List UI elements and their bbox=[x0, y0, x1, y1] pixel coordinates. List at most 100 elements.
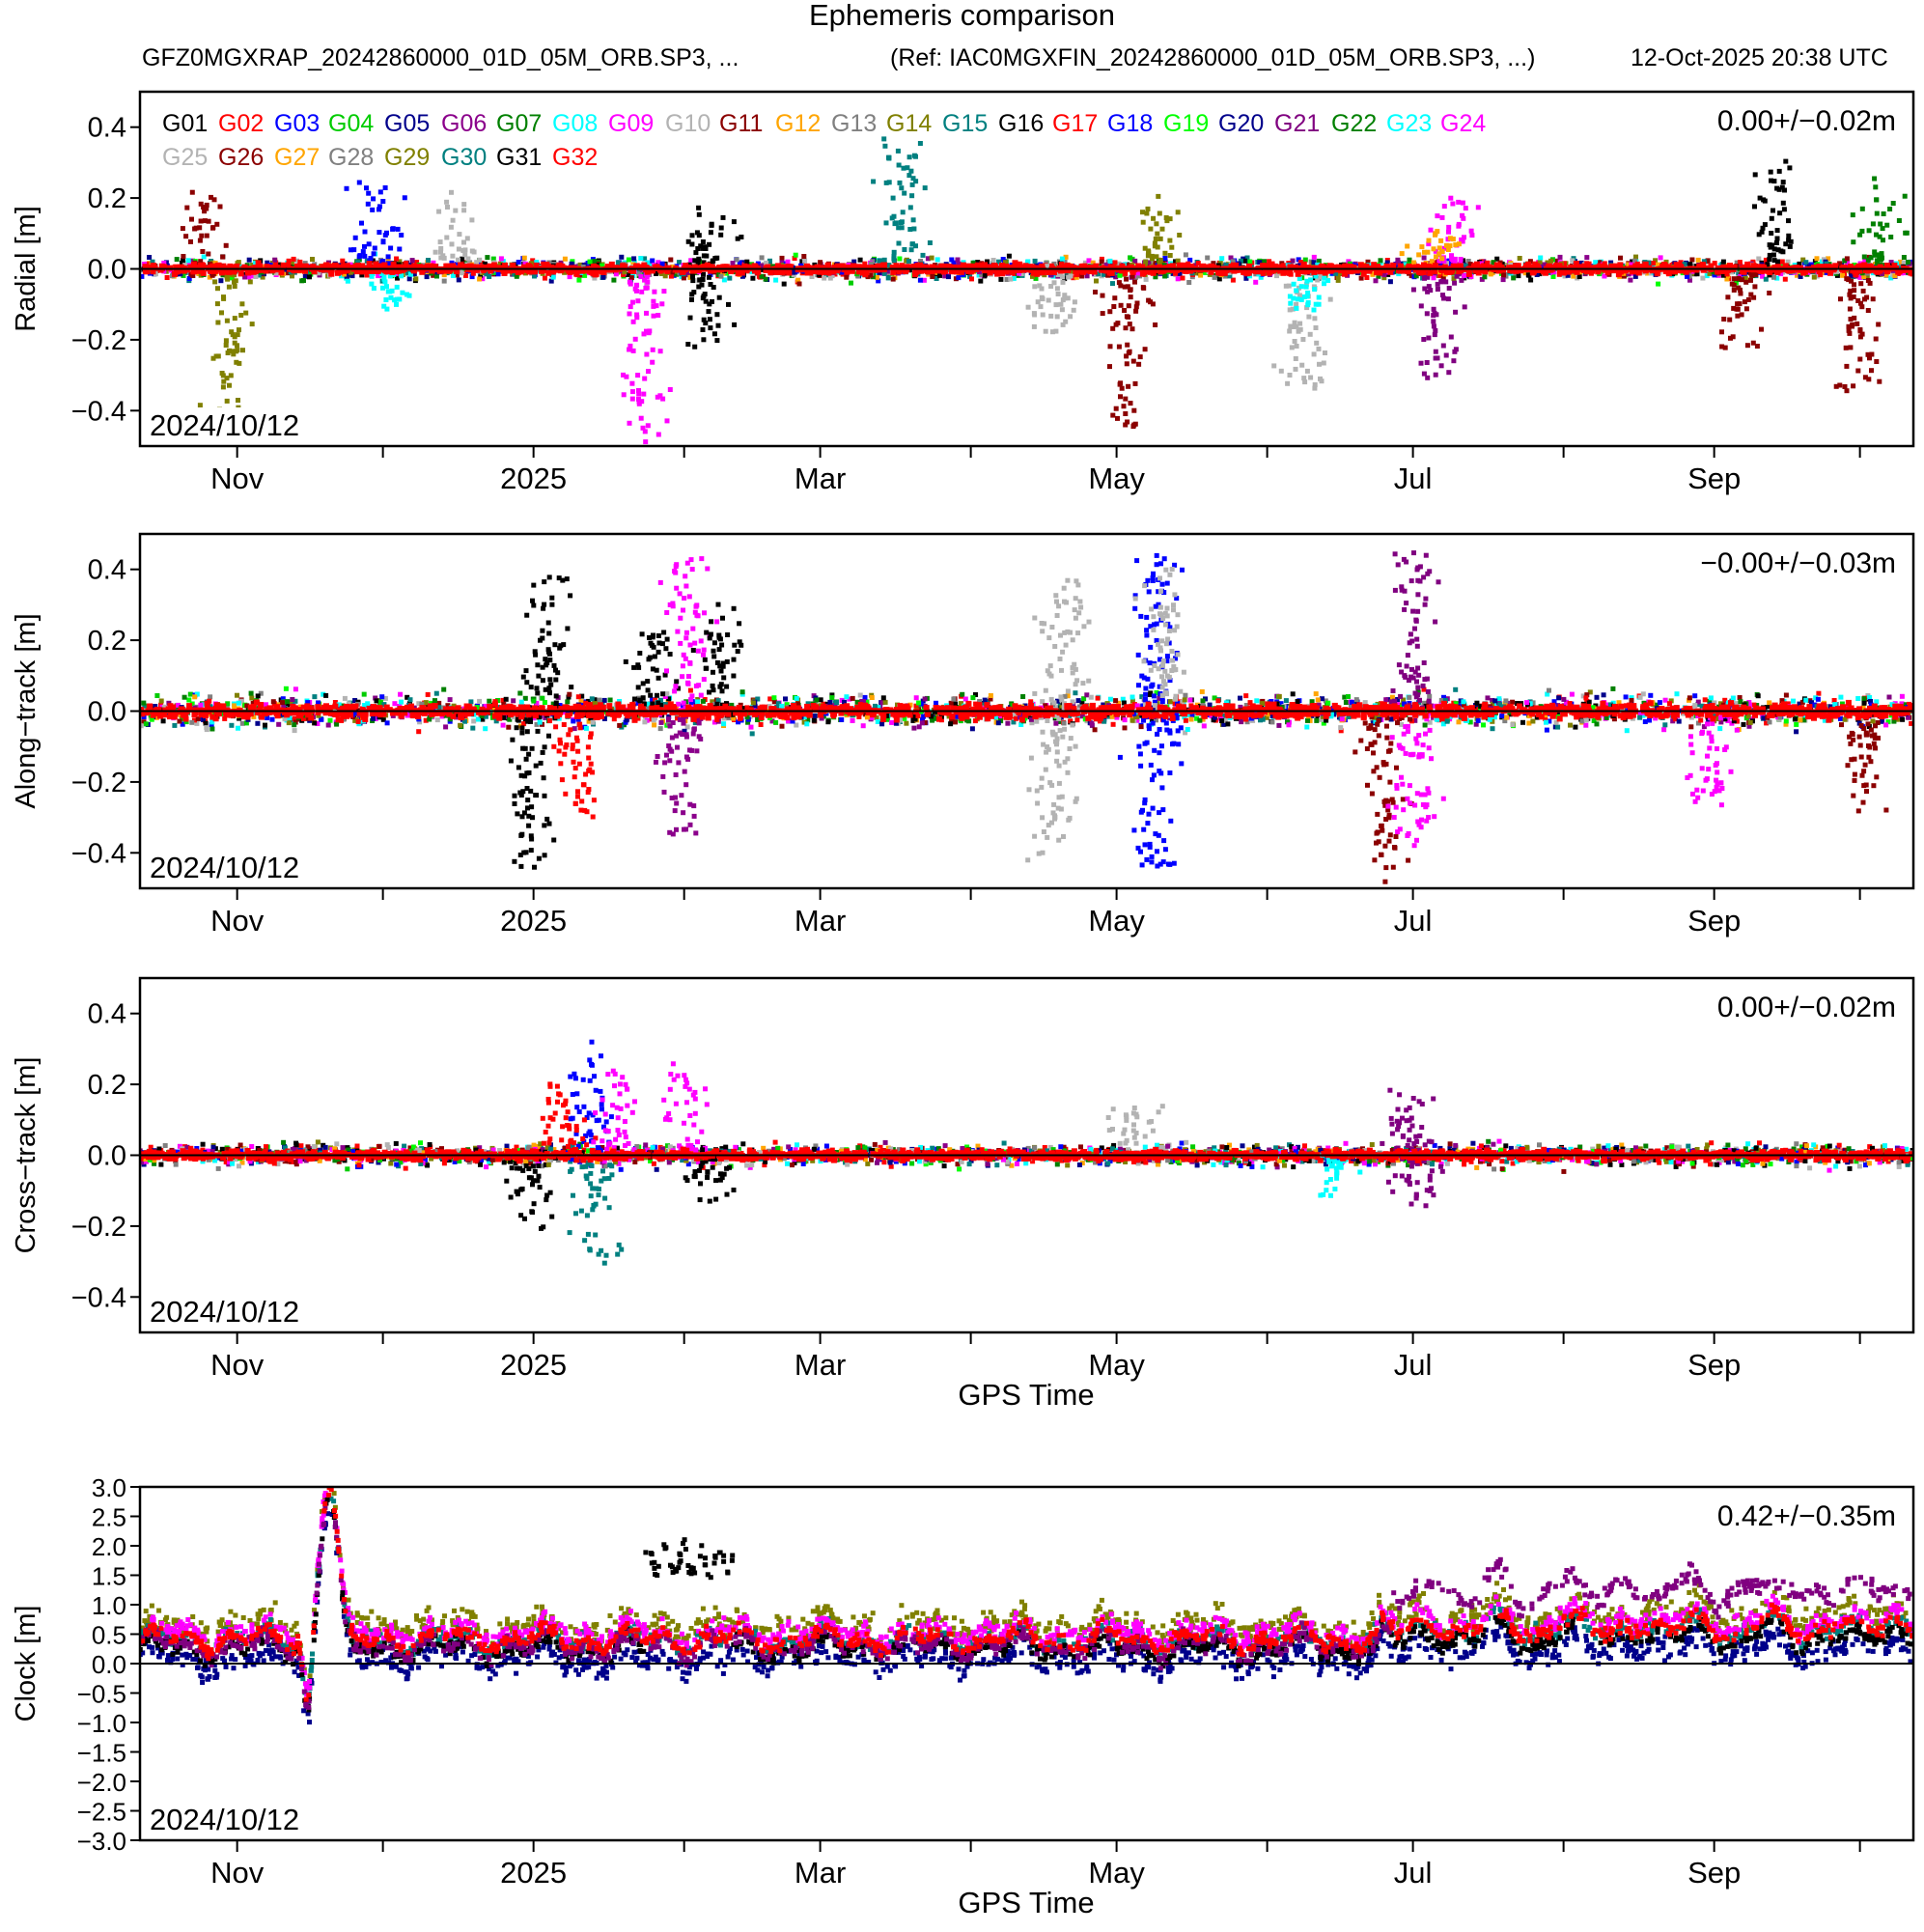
scatter-point bbox=[1798, 274, 1803, 279]
event-point bbox=[1731, 305, 1737, 311]
g32-point bbox=[1017, 261, 1023, 267]
event-point bbox=[689, 292, 695, 297]
event-point bbox=[700, 295, 706, 301]
scatter-point bbox=[592, 275, 598, 281]
scatter-point bbox=[463, 273, 468, 278]
scatter-point bbox=[1651, 261, 1656, 266]
g32-point bbox=[845, 264, 851, 270]
event-point bbox=[701, 271, 706, 277]
event-point bbox=[230, 349, 236, 354]
event-point bbox=[891, 258, 897, 264]
event-point bbox=[1459, 237, 1464, 242]
event-point bbox=[1852, 282, 1856, 288]
event-point bbox=[1298, 284, 1304, 290]
scatter-point bbox=[290, 273, 294, 279]
g32-point bbox=[211, 265, 218, 271]
event-point bbox=[383, 297, 389, 302]
scatter-point bbox=[951, 260, 957, 266]
g32-point bbox=[1128, 264, 1134, 270]
scatter-point bbox=[1849, 272, 1854, 278]
scatter-point bbox=[791, 272, 796, 278]
scatter-point bbox=[577, 262, 583, 267]
event-point bbox=[1874, 262, 1880, 267]
event-point bbox=[1454, 273, 1460, 279]
scatter-point bbox=[147, 255, 153, 260]
scatter-point bbox=[1408, 273, 1414, 279]
event-point bbox=[1399, 251, 1405, 257]
g32-point bbox=[1139, 264, 1146, 270]
event-point bbox=[204, 206, 209, 211]
event-point bbox=[366, 190, 372, 196]
event-point bbox=[1880, 226, 1885, 232]
event-point bbox=[905, 165, 910, 171]
scatter-point bbox=[469, 274, 475, 280]
event-point bbox=[1118, 283, 1124, 289]
scatter-point bbox=[1175, 276, 1181, 282]
event-point bbox=[650, 347, 655, 352]
g32-point bbox=[310, 264, 317, 270]
g32-point bbox=[1895, 268, 1902, 275]
scatter-point bbox=[550, 274, 556, 280]
event-point bbox=[249, 322, 255, 327]
scatter-point bbox=[1689, 257, 1695, 263]
scatter-point bbox=[460, 256, 465, 262]
g32-point bbox=[1482, 268, 1489, 275]
event-point bbox=[1122, 308, 1128, 313]
event-point bbox=[1781, 207, 1787, 212]
event-point bbox=[891, 254, 897, 259]
scatter-point bbox=[868, 272, 874, 278]
g32-point bbox=[381, 262, 388, 268]
scatter-point bbox=[1795, 272, 1799, 278]
g32-point bbox=[1816, 267, 1823, 274]
event-point bbox=[1140, 210, 1145, 215]
scatter-point bbox=[982, 272, 988, 278]
event-point bbox=[655, 432, 661, 437]
scatter-point bbox=[849, 280, 853, 286]
g32-point bbox=[1452, 265, 1458, 271]
scatter-point bbox=[242, 271, 248, 277]
scatter-point bbox=[1633, 254, 1638, 260]
event-point bbox=[382, 185, 388, 190]
event-point bbox=[1124, 314, 1129, 320]
reference-label: (Ref: IAC0MGXFIN_20242860000_01D_05M_ORB… bbox=[890, 44, 1535, 71]
g32-point bbox=[1374, 269, 1380, 276]
g32-point bbox=[1063, 264, 1070, 270]
event-point bbox=[348, 247, 353, 253]
g32-point bbox=[252, 265, 259, 270]
g32-point bbox=[237, 270, 244, 277]
scatter-point bbox=[180, 260, 184, 266]
g32-point bbox=[403, 265, 409, 271]
g32-point bbox=[1821, 264, 1827, 270]
scatter-point bbox=[1537, 271, 1543, 277]
event-point bbox=[438, 249, 443, 255]
scatter-point bbox=[1153, 261, 1158, 266]
event-point bbox=[1438, 363, 1444, 369]
x-tick-label: Nov bbox=[210, 462, 265, 495]
event-point bbox=[382, 279, 388, 285]
event-point bbox=[1890, 201, 1896, 206]
scatter-point bbox=[1626, 271, 1631, 277]
g32-point bbox=[1335, 264, 1342, 270]
event-point bbox=[450, 217, 456, 223]
scatter-point bbox=[1570, 258, 1575, 264]
scatter-point bbox=[1760, 273, 1765, 279]
event-point bbox=[1287, 294, 1293, 299]
g32-point bbox=[1157, 264, 1163, 270]
event-point bbox=[1848, 345, 1854, 350]
event-point bbox=[1445, 247, 1451, 252]
event-point bbox=[917, 141, 923, 146]
event-point bbox=[1315, 277, 1321, 283]
scatter-point bbox=[1694, 271, 1700, 277]
event-point bbox=[1288, 323, 1294, 329]
g32-point bbox=[994, 270, 1001, 277]
scatter-point bbox=[1778, 271, 1784, 277]
event-point bbox=[1433, 349, 1438, 354]
scatter-point bbox=[582, 272, 588, 278]
event-point bbox=[1861, 254, 1867, 260]
g32-point bbox=[1341, 270, 1348, 277]
event-point bbox=[642, 376, 648, 381]
event-point bbox=[1896, 218, 1902, 223]
event-point bbox=[1837, 261, 1843, 266]
event-point bbox=[219, 371, 225, 376]
scatter-point bbox=[1117, 272, 1123, 278]
